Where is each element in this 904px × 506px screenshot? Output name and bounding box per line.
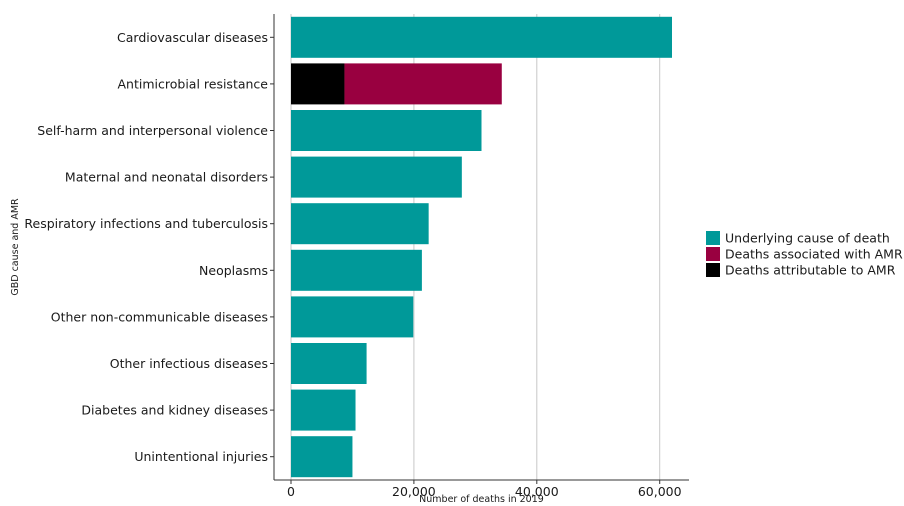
bar-attributable-amr: [291, 63, 345, 105]
bar-underlying-cause: [291, 16, 672, 58]
bar-underlying-cause: [291, 436, 353, 478]
y-tick-label: Antimicrobial resistance: [118, 76, 269, 91]
y-tick-label: Neoplasms: [199, 263, 268, 278]
x-tick-label: 20,000: [392, 484, 436, 499]
x-tick-label: 0: [287, 484, 295, 499]
x-tick-label: 60,000: [638, 484, 682, 499]
bar-underlying-cause: [291, 203, 429, 245]
y-tick-label: Self-harm and interpersonal violence: [37, 123, 268, 138]
bar-underlying-cause: [291, 343, 367, 384]
legend-swatch: [706, 231, 720, 245]
y-tick-label: Other infectious diseases: [110, 356, 268, 371]
legend-label: Deaths attributable to AMR: [725, 263, 896, 278]
legend-label: Deaths associated with AMR: [725, 247, 903, 262]
legend-label: Underlying cause of death: [725, 231, 890, 246]
y-axis-ticks: Cardiovascular diseases Antimicrobial res…: [24, 30, 274, 464]
x-axis-title: Number of deaths in 2019: [419, 494, 544, 505]
y-tick-label: Cardiovascular diseases: [117, 30, 268, 45]
y-tick-label: Unintentional injuries: [134, 449, 268, 464]
bar-underlying-cause: [291, 389, 356, 431]
y-axis-title: GBD cause and AMR: [10, 198, 21, 296]
y-tick-label: Respiratory infections and tuberculosis: [24, 216, 268, 231]
bar-underlying-cause: [291, 156, 462, 198]
bar-underlying-cause: [291, 110, 482, 151]
x-axis-ticks: 0 20,000 40,000 60,000: [287, 480, 682, 499]
x-tick-label: 40,000: [515, 484, 559, 499]
bar-associated-amr: [344, 63, 502, 105]
y-tick-label: Other non-communicable diseases: [51, 309, 268, 324]
y-tick-label: Maternal and neonatal disorders: [65, 170, 268, 185]
y-tick-label: Diabetes and kidney diseases: [81, 403, 268, 418]
legend-swatch: [706, 263, 720, 277]
bar-underlying-cause: [291, 249, 422, 291]
bar-underlying-cause: [291, 296, 414, 338]
legend-swatch: [706, 247, 720, 261]
bars: [291, 16, 672, 478]
